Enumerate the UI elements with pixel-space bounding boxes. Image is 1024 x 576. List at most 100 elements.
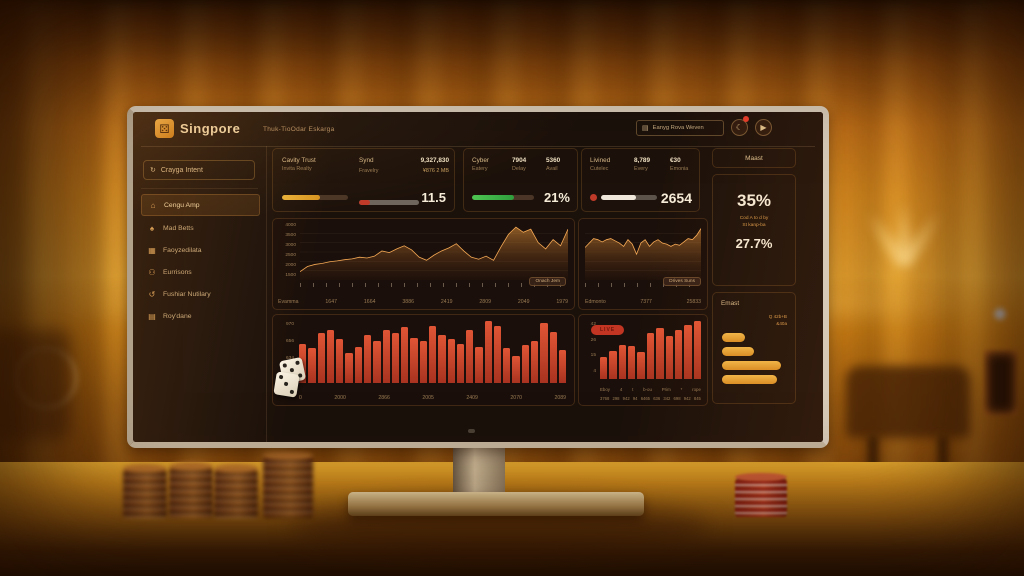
x-axis-ticks [300, 283, 568, 287]
sidebar-item-customers[interactable]: ⚇ Eurrisons [141, 262, 260, 282]
search-icon: ▤ [642, 125, 649, 132]
rail-header-button[interactable]: Maast [712, 148, 796, 168]
stat-value: 5360 [546, 157, 561, 164]
bar [540, 322, 548, 383]
sidebar-menu: ⌂ Cengu Amp ♠ Mad Betts ▦ Faoyzedilata [141, 194, 260, 328]
x-axis-labels-row2: 3768 298 942 94 6465 636 342 698 942 845 [600, 396, 701, 401]
label-item: 4 [593, 369, 596, 375]
stat-card-1: Cavity Trust Invita Realty Synd 9,327,830… [272, 148, 455, 212]
bar [326, 330, 335, 383]
stat-sublabel: Eatery [472, 166, 488, 172]
label-item: 342 [663, 396, 671, 401]
bar [618, 344, 627, 379]
chair-silhouette [846, 366, 970, 438]
bar [308, 348, 316, 383]
stat-sublabel: Every [634, 166, 648, 172]
bar [382, 330, 390, 383]
stat-value: 7904 [512, 157, 527, 164]
label-item: 2000 [285, 263, 296, 269]
sidebar-item-reports[interactable]: ▤ Roy'dane [141, 306, 260, 326]
x-axis-labels-row1: Eboy 4 t b-ou Prim * rope [600, 387, 701, 392]
header-divider [141, 146, 815, 147]
users-icon: ⚇ [148, 267, 156, 277]
stat2-col2: 7904 Delay [512, 157, 526, 172]
area-chart-secondary [585, 224, 701, 280]
action-button[interactable]: ▶ [755, 119, 772, 136]
sidebar-top-label: Crayga Intent [160, 166, 203, 174]
bar [558, 349, 567, 383]
progress-white [601, 195, 657, 200]
stat3-col1: Livined Cutelec [590, 157, 610, 172]
label-item: 94 [632, 396, 638, 401]
bar [419, 340, 427, 383]
label-item: 2000 [334, 395, 346, 401]
area-chart-svg [300, 224, 568, 280]
blurred-object [0, 330, 70, 440]
label-item: b-ou [643, 387, 652, 392]
sidebar-item-dashboard[interactable]: ⌂ Cengu Amp [141, 194, 260, 216]
poker-chip-stack [214, 464, 258, 518]
label-item: 2866 [378, 395, 390, 401]
bar [549, 331, 557, 383]
chart-footer-row: Edmonto 7377 25833 [585, 299, 701, 305]
stat-sublabel: Emonia [670, 166, 689, 172]
sidebar-item-label: Cengu Amp [164, 201, 200, 209]
spade-icon: ♠ [149, 223, 155, 233]
sidebar-top-action[interactable]: ↻ Crayga Intent [143, 160, 255, 180]
chart-legend: Onach Jem [529, 277, 566, 286]
rail-notes: Q 42b+B &40a [713, 313, 787, 328]
search-label: Eanyg Rova Weven [652, 125, 704, 131]
horizontal-bar-chart [722, 332, 786, 384]
stat3-col2: 8,789 Every [634, 157, 650, 172]
sidebar: ↻ Crayga Intent ⌂ Cengu Amp ♠ Mad Betts [133, 146, 267, 442]
sidebar-item-propositions[interactable]: ▦ Faoyzedilata [141, 240, 260, 260]
stat-big-value: 11.5 [421, 190, 446, 205]
notifications-button[interactable]: ☾ [731, 119, 748, 136]
bar [438, 334, 446, 383]
label-item: 942 [622, 396, 630, 401]
monitor: ⚄ Singpore Thuk-TioOdar Eskarga ▤ Eanyg … [127, 106, 829, 448]
progress-fill [359, 200, 370, 205]
chart-footer-row: Evamma 1647 1664 3886 2419 2809 2049 1979 [278, 299, 568, 305]
label-item: Edmonto [585, 299, 606, 305]
y-axis-labels: 42 26 15 4 [582, 322, 596, 375]
label-item: 1500 [285, 273, 296, 279]
notification-badge [743, 116, 749, 122]
stat-sublabel: Cutelec [590, 166, 609, 172]
monitor-screen: ⚄ Singpore Thuk-TioOdar Eskarga ▤ Eanyg … [133, 112, 823, 442]
stat-sublabel: Fravelry [359, 168, 379, 174]
sidebar-item-history[interactable]: ↺ Fushiar Nutilary [141, 284, 260, 304]
label-item: 1647 [325, 299, 337, 305]
stat-sublabel: Invita Realty [282, 166, 312, 172]
stat-label: Livined [590, 157, 611, 164]
chair-leg [938, 436, 948, 476]
search-box[interactable]: ▤ Eanyg Rova Weven [636, 120, 724, 136]
rail-note-line2: &40a [776, 321, 787, 327]
bar [410, 337, 418, 383]
sidebar-divider [141, 188, 258, 189]
bar [493, 325, 502, 383]
moon-icon: ☾ [735, 123, 744, 132]
horizontal-bar [722, 374, 778, 384]
label-item: 942 [683, 396, 691, 401]
label-item: 698 [673, 396, 681, 401]
app-subtitle: Thuk-TioOdar Eskarga [263, 126, 335, 133]
home-icon: ⌂ [150, 200, 156, 210]
stat-label: Synd [359, 157, 374, 164]
bar [521, 345, 530, 383]
sidebar-item-bets[interactable]: ♠ Mad Betts [141, 218, 260, 238]
die-icon [273, 371, 300, 398]
stat-big-value: 2654 [660, 190, 692, 206]
label-item: 2419 [440, 299, 453, 305]
progress-green [472, 195, 534, 200]
rail-subtext: Cod A to d by St kanp-ba [713, 215, 795, 229]
label-item: 26 [590, 337, 596, 343]
label-item: 6465 [640, 396, 651, 401]
bar [531, 340, 539, 383]
poker-chip-stack-red [735, 473, 787, 517]
sidebar-item-label: Fushiar Nutilary [163, 290, 211, 298]
bar [373, 340, 381, 383]
label-item: 3886 [402, 299, 414, 305]
x-axis-ticks [585, 283, 701, 287]
